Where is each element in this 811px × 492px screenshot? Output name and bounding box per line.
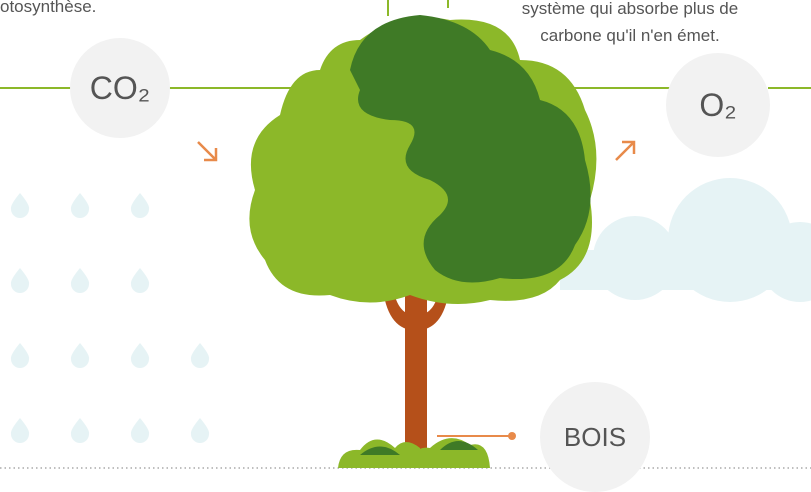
o2-label: O₂	[699, 87, 736, 123]
cloud	[560, 178, 811, 302]
wood-label: BOIS	[564, 422, 626, 452]
rain-drop	[71, 268, 89, 293]
top-right-text: système qui absorbe plus de	[522, 0, 738, 18]
rain-drop	[191, 343, 209, 368]
rain-drop	[11, 193, 29, 218]
rain-drop	[71, 193, 89, 218]
top-right-text: carbone qu'il n'en émet.	[540, 26, 719, 45]
rain-drop	[11, 268, 29, 293]
rain-drop	[131, 193, 149, 218]
rain-drop	[71, 343, 89, 368]
rain-drop	[131, 268, 149, 293]
connector-dot	[508, 432, 516, 440]
rain-drop	[131, 343, 149, 368]
rain-drop	[191, 418, 209, 443]
rain-drop	[71, 418, 89, 443]
rain-drops	[11, 193, 209, 443]
rain-drop	[131, 418, 149, 443]
top-left-text: otosynthèse.	[0, 0, 96, 16]
infographic: otosynthèse. système qui absorbe plus de…	[0, 0, 811, 492]
rain-drop	[11, 418, 29, 443]
rain-drop	[11, 343, 29, 368]
co2-label: CO₂	[90, 70, 150, 106]
